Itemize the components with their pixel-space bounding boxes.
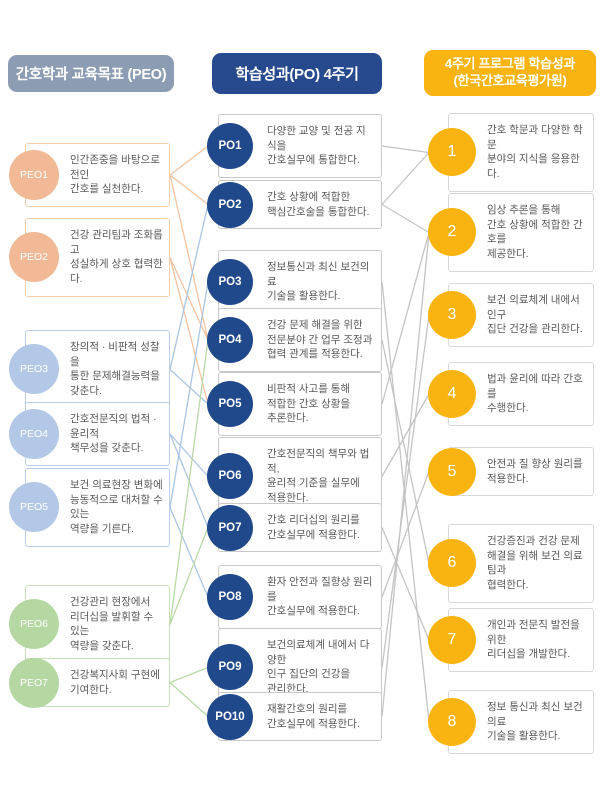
outcome-node-k8: 정보 통신과 최신 보건의료 기술을 활용한다. 8 — [428, 690, 594, 755]
po-node-po3: 정보통신과 최신 보건의료 기술을 활용한다. PO3 — [205, 250, 382, 315]
outcome-text: 보건 의료체계 내에서 인구 집단 건강을 관리한다. — [448, 283, 594, 348]
peo-node-peo3: 창의적 · 비판적 성찰을 통한 문제해결능력을 갖춘다. PEO3 — [0, 330, 170, 409]
outcome-badge: 4 — [428, 370, 476, 419]
outcome-text: 정보 통신과 최신 보건의료 기술을 활용한다. — [448, 690, 594, 755]
peo-node-peo4: 간호전문직의 법적 · 윤리적 책무성을 갖춘다. PEO4 — [0, 402, 170, 467]
outcome-badge: 3 — [428, 291, 476, 340]
po-badge: PO1 — [207, 123, 253, 170]
peo-badge: PEO2 — [9, 232, 59, 283]
outcome-node-k7: 개인과 전문직 발전을 위한 리더십을 개발한다. 7 — [428, 608, 594, 673]
outcome-text: 법과 윤리에 따라 간호를 수행한다. — [448, 362, 594, 427]
po-badge: PO5 — [207, 381, 253, 428]
outcome-node-k2: 임상 추론을 통해 간호 상황에 적합한 간호를 제공한다. 2 — [428, 193, 594, 272]
outcome-badge: 2 — [428, 208, 476, 257]
po-node-po1: 다양한 교양 및 전공 지식을 간호실무에 통합한다. PO1 — [205, 114, 382, 179]
peo-node-peo1: 인간존중을 바탕으로 전인 간호를 실천한다. PEO1 — [0, 143, 170, 208]
outcome-node-k6: 건강증진과 건강 문제 해결을 위해 보건 의료팀과 협력한다. 6 — [428, 524, 594, 603]
peo-badge: PEO6 — [9, 599, 59, 650]
peo-node-peo7: 건강복지사회 구현에 기여한다. PEO7 — [0, 657, 170, 708]
po-badge: PO3 — [207, 259, 253, 306]
peo-node-peo5: 보건 의료현장 변화에 능동적으로 대처할 수 있는 역량을 기른다. PEO5 — [0, 468, 170, 547]
peo-node-peo6: 건강관리 현장에서 리더십을 발휘할 수 있는 역량을 갖춘다. PEO6 — [0, 585, 170, 664]
po-badge: PO8 — [207, 574, 253, 621]
po-node-po10: 재활간호의 원리를 간호실무에 적용한다. PO10 — [205, 692, 382, 742]
po-badge: PO7 — [207, 504, 253, 551]
po-badge: PO10 — [207, 693, 253, 740]
outcome-badge: 7 — [428, 616, 476, 665]
kabone-header-line1: 4주기 프로그램 학습성과 — [444, 56, 576, 71]
outcome-node-k1: 간호 학문과 다양한 학문 분야의 지식을 응용한다. 1 — [428, 113, 594, 192]
outcome-badge: 1 — [428, 128, 476, 177]
po-badge: PO6 — [207, 453, 253, 500]
po-column-header: 학습성과(PO) 4주기 — [212, 53, 382, 94]
peo-badge: PEO7 — [9, 657, 59, 708]
po-badge: PO2 — [207, 181, 253, 228]
po-node-po6: 간호전문직의 책무와 법적, 윤리적 기준을 실무에 적용한다. PO6 — [205, 437, 382, 516]
outcome-badge: 6 — [428, 539, 476, 588]
kabone-header-line2: (한국간호교육평가원) — [453, 72, 567, 88]
po-node-po4: 건강 문제 해결을 위한 전문분야 간 업무 조정과 협력 관계를 적용한다. P… — [205, 308, 382, 373]
peo-badge: PEO5 — [9, 482, 59, 533]
outcome-badge: 8 — [428, 698, 476, 747]
po-badge: PO9 — [207, 644, 253, 691]
po-badge: PO4 — [207, 317, 253, 364]
peo-badge: PEO4 — [9, 409, 59, 460]
outcome-text: 임상 추론을 통해 간호 상황에 적합한 간호를 제공한다. — [448, 193, 594, 272]
po-node-po7: 간호 리더십의 원리를 간호실무에 적용한다. PO7 — [205, 503, 382, 553]
peo-column-header: 간호학과 교육목표 (PEO) — [8, 55, 174, 92]
outcome-badge: 5 — [428, 447, 476, 496]
po-node-po5: 비판적 사고를 통해 적합한 간호 상황을 추론한다. PO5 — [205, 372, 382, 437]
outcome-node-k4: 법과 윤리에 따라 간호를 수행한다. 4 — [428, 362, 594, 427]
outcome-node-k3: 보건 의료체계 내에서 인구 집단 건강을 관리한다. 3 — [428, 283, 594, 348]
po-node-po2: 간호 상황에 적합한 핵심간호술을 통합한다. PO2 — [205, 180, 382, 230]
peo-badge: PEO3 — [9, 344, 59, 395]
po-node-po8: 환자 안전과 질향상 원리를 간호실무에 적용한다. PO8 — [205, 565, 382, 630]
outcome-node-k5: 안전과 질 향상 원리를 적용한다. 5 — [428, 447, 594, 497]
kabone-column-header: 4주기 프로그램 학습성과 (한국간호교육평가원) — [424, 50, 596, 96]
peo-badge: PEO1 — [9, 150, 59, 201]
peo-node-peo2: 건강 관리팀과 조화롭고 성실하게 상호 협력한다. PEO2 — [0, 218, 170, 297]
